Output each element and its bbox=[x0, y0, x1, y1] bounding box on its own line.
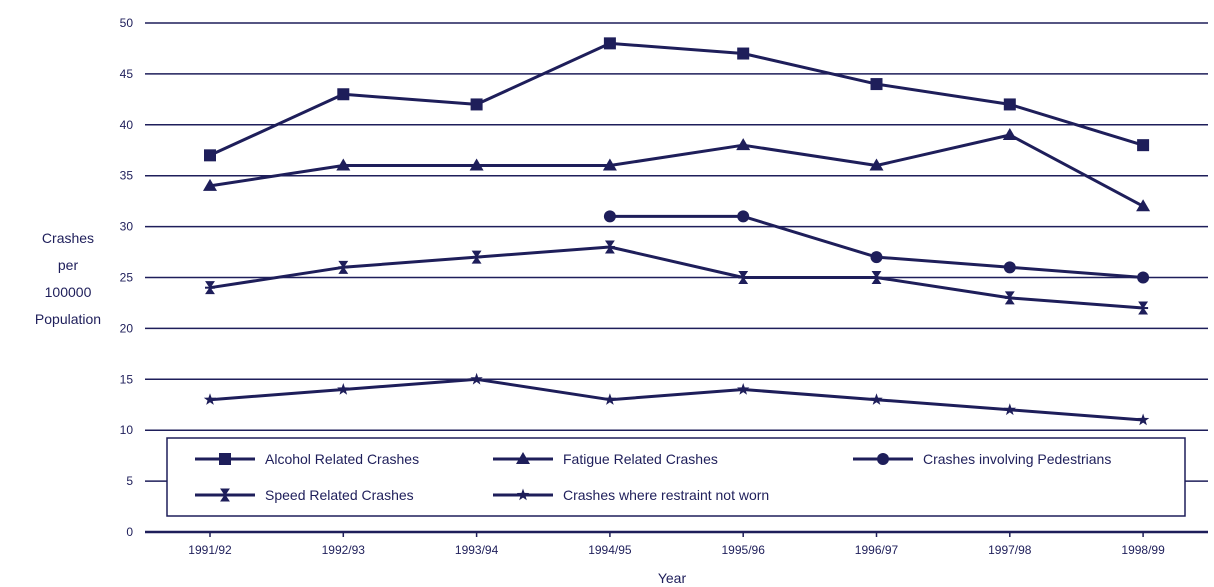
y-tick-label: 25 bbox=[120, 271, 134, 285]
data-point bbox=[1004, 291, 1015, 305]
y-tick-label: 5 bbox=[126, 474, 133, 488]
data-point bbox=[469, 158, 484, 171]
data-point bbox=[1003, 261, 1016, 274]
data-point bbox=[737, 47, 750, 60]
series-alcohol-related-crashes bbox=[204, 37, 1150, 162]
legend-marker bbox=[219, 453, 231, 465]
legend-marker bbox=[877, 453, 889, 465]
y-axis-title-line: per bbox=[58, 257, 79, 273]
x-tick-label: 1997/98 bbox=[988, 543, 1032, 557]
data-point bbox=[204, 149, 216, 162]
x-tick-label: 1995/96 bbox=[722, 543, 766, 557]
data-point bbox=[1002, 127, 1017, 140]
data-point bbox=[737, 383, 750, 395]
x-tick-label: 1994/95 bbox=[588, 543, 632, 557]
data-point bbox=[870, 393, 883, 405]
legend: Alcohol Related Crashes Fatigue Related C… bbox=[166, 437, 1186, 517]
data-point bbox=[470, 98, 483, 111]
x-tick-label: 1992/93 bbox=[322, 543, 366, 557]
data-point bbox=[1137, 271, 1150, 284]
legend-label: Crashes where restraint not worn bbox=[563, 487, 769, 503]
legend-label: Alcohol Related Crashes bbox=[265, 451, 419, 467]
legend-label: Crashes involving Pedestrians bbox=[923, 451, 1111, 467]
series-line bbox=[209, 377, 1144, 422]
y-tick-label: 45 bbox=[120, 67, 134, 81]
data-point bbox=[471, 250, 482, 264]
y-tick-label: 40 bbox=[120, 118, 134, 132]
data-point bbox=[604, 240, 615, 254]
data-point bbox=[1003, 403, 1016, 416]
series-line bbox=[209, 133, 1144, 208]
legend-label: Fatigue Related Crashes bbox=[563, 451, 718, 467]
data-point bbox=[602, 158, 617, 171]
y-tick-label: 50 bbox=[120, 16, 134, 30]
series-crashes-where-restraint-not-worn bbox=[203, 372, 1150, 426]
y-tick-label: 15 bbox=[120, 372, 134, 386]
y-tick-label: 35 bbox=[120, 169, 134, 183]
series-speed-related-crashes bbox=[205, 240, 1149, 315]
data-point bbox=[1003, 98, 1016, 111]
data-point bbox=[603, 37, 616, 50]
data-point bbox=[337, 88, 350, 101]
data-point bbox=[203, 178, 217, 191]
data-point bbox=[336, 158, 351, 171]
legend-item: Crashes involving Pedestrians bbox=[853, 451, 1111, 467]
x-axis-title: Year bbox=[658, 570, 687, 586]
legend-item: Speed Related Crashes bbox=[195, 487, 414, 503]
y-tick-label: 30 bbox=[120, 220, 134, 234]
data-point bbox=[869, 158, 884, 171]
y-tick-label: 10 bbox=[120, 423, 134, 437]
series-crashes-involving-pedestrians bbox=[603, 210, 1150, 284]
data-point bbox=[603, 393, 617, 405]
legend-label: Speed Related Crashes bbox=[265, 487, 414, 503]
y-axis-title-line: 100000 bbox=[45, 284, 92, 300]
legend-box bbox=[166, 437, 1186, 517]
series-line bbox=[209, 245, 1144, 310]
legend-marker bbox=[516, 452, 530, 464]
data-point bbox=[1137, 139, 1150, 152]
legend-marker bbox=[516, 488, 530, 501]
data-point bbox=[205, 281, 215, 295]
legend-marker bbox=[220, 488, 230, 502]
data-point bbox=[738, 271, 749, 284]
y-tick-label: 20 bbox=[120, 321, 134, 335]
legend-item: Crashes where restraint not worn bbox=[493, 487, 769, 503]
y-axis-title-line: Population bbox=[35, 311, 101, 327]
series-line bbox=[609, 214, 1144, 279]
y-axis-title: Crashes per 100000 Population bbox=[35, 230, 101, 327]
data-point bbox=[337, 383, 350, 395]
legend-item: Fatigue Related Crashes bbox=[493, 451, 718, 467]
data-point bbox=[736, 138, 751, 151]
data-point bbox=[870, 251, 883, 264]
series-fatigue-related-crashes bbox=[203, 127, 1151, 212]
data-point bbox=[603, 210, 616, 223]
x-tick-label: 1991/92 bbox=[188, 543, 232, 557]
data-point bbox=[338, 260, 349, 274]
x-tick-label: 1993/94 bbox=[455, 543, 499, 557]
y-axis-title-line: Crashes bbox=[42, 230, 94, 246]
x-tick-label: 1998/99 bbox=[1121, 543, 1165, 557]
x-tick-label: 1996/97 bbox=[855, 543, 899, 557]
gridlines: 0 5 10 15 20 25 30 35 40 45 50 bbox=[120, 16, 1208, 539]
data-point bbox=[1136, 199, 1151, 212]
data-point bbox=[203, 393, 217, 405]
legend-item: Alcohol Related Crashes bbox=[195, 451, 419, 467]
data-point bbox=[737, 210, 750, 223]
data-point bbox=[870, 78, 883, 91]
data-point bbox=[470, 372, 483, 385]
data-point bbox=[1136, 413, 1150, 426]
series-line bbox=[209, 41, 1144, 157]
y-tick-label: 0 bbox=[126, 525, 133, 539]
data-point bbox=[1138, 301, 1149, 315]
data-point bbox=[871, 271, 882, 284]
x-axis: 1991/92 1992/93 1993/94 1994/95 1995/96 1996/… bbox=[188, 532, 1165, 557]
